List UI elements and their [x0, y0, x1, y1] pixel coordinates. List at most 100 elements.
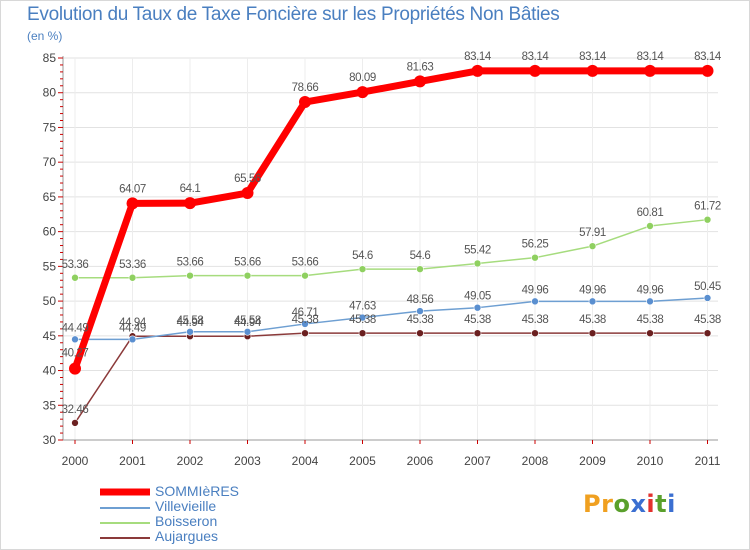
data-label-sommires: 78.66	[292, 82, 319, 94]
y-tick-label: 65	[43, 190, 57, 204]
data-point-villevieille	[703, 294, 712, 302]
data-point-boisseron	[416, 265, 424, 273]
data-label-sommires: 65.56	[234, 173, 261, 185]
data-point-boisseron	[243, 271, 252, 280]
data-point-sommires	[241, 187, 254, 200]
legend-item-aujargues: Aujargues	[100, 529, 400, 544]
data-label-boisseron: 54.6	[410, 250, 431, 262]
data-label-aujargues: 44.94	[119, 317, 147, 329]
series-line-sommires	[71, 67, 711, 373]
logo-letter: i	[667, 490, 676, 518]
data-point-sommires	[529, 64, 541, 77]
data-point-aujargues	[71, 419, 79, 427]
data-label-villevieille: 44.49	[119, 322, 146, 334]
data-point-villevieille	[646, 297, 654, 306]
logo-letter: P	[583, 490, 602, 518]
y-tick-label: 30	[43, 433, 57, 447]
data-label-aujargues: 32.46	[62, 404, 89, 416]
data-point-aujargues	[646, 329, 654, 337]
data-label-sommires: 64.07	[119, 183, 146, 195]
data-label-villevieille: 46.71	[292, 307, 319, 319]
legend-item-villevieille: Villevieille	[100, 499, 400, 514]
data-label-sommires: 40.27	[62, 348, 89, 360]
legend-item-boisseron: Boisseron	[100, 514, 400, 529]
data-label-villevieille: 44.49	[62, 322, 89, 334]
data-point-aujargues	[531, 329, 539, 337]
logo-letter: x	[630, 490, 647, 518]
data-label-villevieille: 45.58	[177, 315, 204, 327]
data-label-villevieille: 50.45	[694, 281, 721, 293]
data-label-aujargues: 44.94	[177, 317, 205, 329]
data-point-boisseron	[71, 273, 79, 282]
x-tick-label: 2007	[464, 454, 491, 468]
y-tick-label: 35	[43, 398, 57, 412]
x-tick-label: 2005	[349, 454, 376, 468]
data-point-villevieille	[358, 313, 367, 322]
data-point-boisseron	[128, 273, 137, 282]
data-label-sommires: 83.14	[579, 51, 607, 63]
data-point-villevieille	[71, 335, 79, 344]
legend-label-boisseron: Boisseron	[155, 513, 218, 529]
data-point-villevieille	[416, 307, 424, 315]
data-point-aujargues	[358, 329, 367, 337]
data-label-boisseron: 53.66	[177, 257, 204, 269]
data-label-aujargues: 45.38	[292, 314, 319, 326]
x-tick-label: 2002	[177, 454, 204, 468]
y-tick-label: 80	[43, 86, 57, 100]
data-label-villevieille: 49.96	[637, 284, 664, 296]
chart-legend: SOMMIèRES Villevieille Boisseron Aujargu…	[100, 484, 400, 544]
x-tick-label: 2008	[522, 454, 549, 468]
x-tick-label: 2010	[637, 454, 664, 468]
legend-swatch-villevieille	[100, 507, 150, 509]
data-label-aujargues: 45.38	[522, 314, 549, 326]
data-point-boisseron	[646, 222, 654, 230]
legend-item-sommieres: SOMMIèRES	[100, 484, 400, 499]
data-point-villevieille	[531, 297, 539, 306]
data-label-aujargues: 45.38	[349, 314, 376, 326]
data-label-villevieille: 45.58	[234, 315, 261, 327]
logo-letter: r	[601, 490, 614, 518]
data-label-sommires: 83.14	[464, 51, 492, 63]
data-point-boisseron	[301, 271, 309, 280]
data-point-aujargues	[588, 329, 597, 337]
data-label-boisseron: 54.6	[352, 250, 373, 262]
y-tick-label: 60	[43, 225, 57, 239]
data-point-aujargues	[703, 329, 712, 337]
data-point-villevieille	[473, 303, 482, 312]
data-label-boisseron: 53.66	[292, 257, 319, 269]
data-label-sommires: 83.14	[694, 51, 722, 63]
data-label-aujargues: 45.38	[579, 314, 606, 326]
data-point-villevieille	[588, 297, 597, 306]
series-line-aujargues	[74, 332, 709, 424]
data-point-sommires	[414, 75, 426, 88]
y-tick-label: 70	[43, 155, 57, 169]
x-tick-label: 2009	[579, 454, 606, 468]
y-tick-label: 45	[43, 329, 57, 343]
y-tick-label: 40	[43, 364, 57, 378]
data-label-sommires: 83.14	[637, 51, 665, 63]
data-point-sommires	[184, 197, 196, 210]
data-label-villevieille: 49.96	[579, 284, 606, 296]
data-point-aujargues	[473, 329, 482, 337]
data-point-boisseron	[531, 253, 539, 262]
chart-subtitle: (en %)	[27, 29, 63, 43]
data-point-sommires	[126, 197, 139, 210]
data-point-villevieille	[243, 327, 252, 336]
legend-swatch-sommieres	[100, 488, 150, 496]
logo-letter: i	[646, 490, 656, 518]
data-point-villevieille	[186, 327, 194, 336]
logo-letter: t	[655, 490, 668, 518]
y-tick-label: 50	[43, 294, 57, 308]
data-label-sommires: 81.63	[407, 61, 434, 73]
legend-swatch-aujargues	[100, 537, 150, 539]
series-line-villevieille	[74, 297, 709, 341]
chart-title: Evolution du Taux de Taxe Foncière sur l…	[27, 4, 560, 25]
y-tick-label: 85	[43, 51, 57, 65]
x-tick-label: 2006	[407, 454, 434, 468]
data-label-aujargues: 45.38	[637, 314, 664, 326]
data-point-boisseron	[473, 259, 482, 268]
data-label-sommires: 83.14	[522, 51, 550, 63]
legend-label-sommieres: SOMMIèRES	[155, 483, 240, 499]
data-point-sommires	[356, 86, 369, 99]
